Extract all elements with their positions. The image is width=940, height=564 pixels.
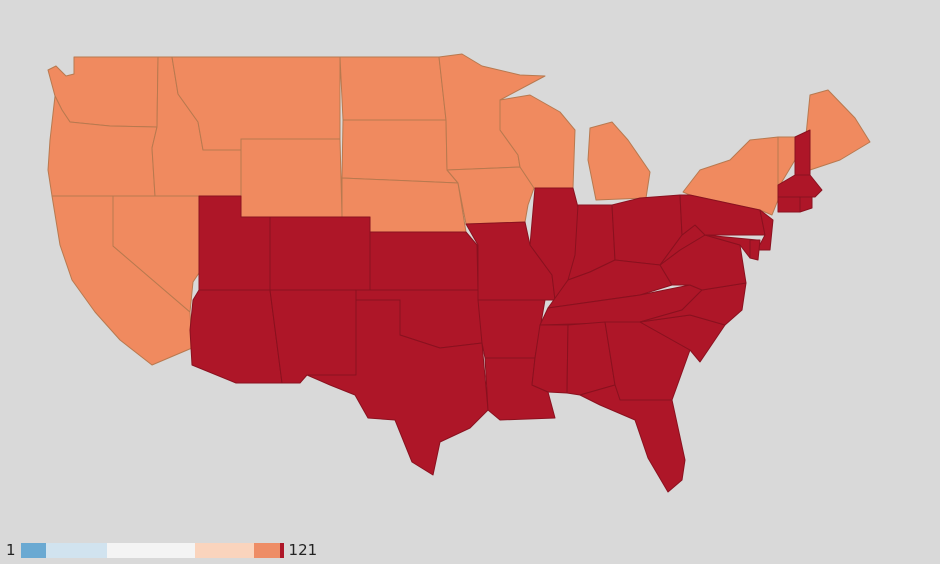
state-nm[interactable] xyxy=(269,289,357,384)
state-ny[interactable] xyxy=(682,136,779,216)
legend-swatch xyxy=(106,542,195,558)
us-choropleth-map[interactable] xyxy=(0,0,940,540)
state-az[interactable] xyxy=(189,289,283,384)
state-ct[interactable] xyxy=(777,196,801,213)
legend-min-label: 1 xyxy=(6,541,16,559)
state-de[interactable] xyxy=(749,239,761,261)
state-mi[interactable] xyxy=(587,121,651,201)
legend-swatch xyxy=(253,542,280,558)
state-vt[interactable] xyxy=(777,136,796,186)
state-ri[interactable] xyxy=(799,196,813,213)
state-fl[interactable] xyxy=(579,384,686,493)
state-sd[interactable] xyxy=(341,119,459,184)
state-ks[interactable] xyxy=(369,231,479,291)
states-layer xyxy=(47,53,871,493)
state-tx[interactable] xyxy=(306,299,489,476)
legend-swatch xyxy=(45,542,107,558)
legend-swatch xyxy=(279,542,284,558)
state-ar[interactable] xyxy=(477,299,546,359)
state-nc[interactable] xyxy=(639,282,747,326)
state-co[interactable] xyxy=(269,216,371,291)
state-nd[interactable] xyxy=(339,56,447,121)
legend-swatch xyxy=(194,542,254,558)
state-pa[interactable] xyxy=(679,194,766,236)
legend-max-label: 121 xyxy=(288,541,318,559)
state-wy[interactable] xyxy=(240,138,343,218)
legend-color-bar xyxy=(20,542,284,558)
color-scale-legend: 1 121 xyxy=(6,540,317,560)
state-nj[interactable] xyxy=(756,209,774,251)
legend-swatch xyxy=(20,542,46,558)
state-nh[interactable] xyxy=(794,129,811,176)
state-me[interactable] xyxy=(804,89,871,171)
